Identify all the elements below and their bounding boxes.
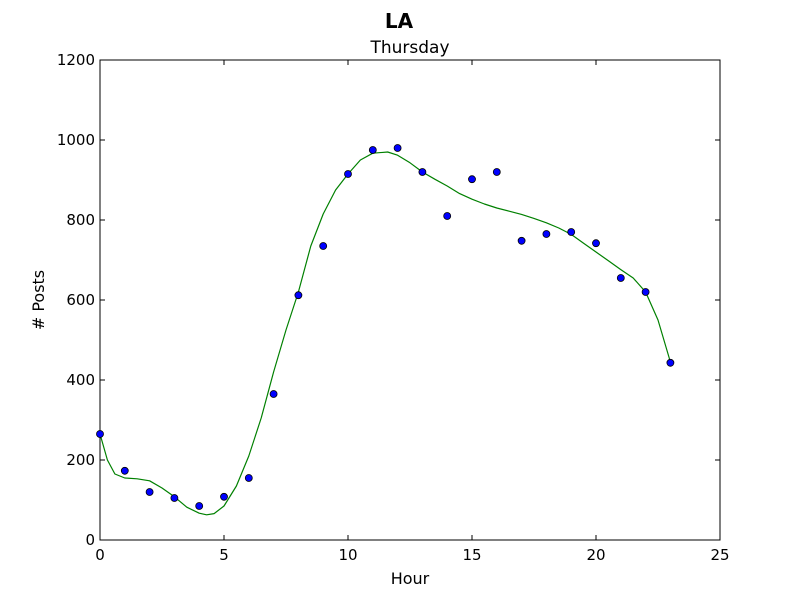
y-tick-label: 800: [66, 211, 95, 229]
plot-frame: [99, 59, 721, 541]
scatter-point: [616, 274, 625, 282]
scatter-point: [542, 230, 551, 238]
axis-ticks: 0 5 10 15 20 25 0 200 400 600 800 1000 1200: [57, 51, 730, 564]
scatter-point: [244, 474, 253, 482]
y-tick-label: 1200: [57, 51, 95, 69]
scatter-point: [269, 390, 278, 398]
scatter-point: [96, 430, 104, 438]
x-tick-label: 0: [95, 546, 105, 564]
scatter-point: [220, 492, 228, 501]
chart-title: Thursday: [369, 38, 449, 58]
scatter-point: [666, 358, 675, 367]
x-tick-label: 10: [338, 546, 357, 564]
scatter-point: [195, 502, 204, 510]
y-axis-label: # Posts: [29, 270, 48, 330]
x-tick-label: 15: [462, 546, 481, 564]
chart-suptitle: LA: [385, 9, 414, 33]
scatter-point: [443, 212, 452, 220]
scatter-point: [319, 242, 328, 250]
y-tick-label: 400: [66, 371, 95, 389]
scatter-point: [492, 168, 501, 176]
scatter-point: [170, 494, 179, 502]
scatter-point: [344, 170, 352, 178]
scatter-point: [468, 175, 476, 184]
y-tick-label: 600: [66, 291, 95, 309]
y-tick-label: 1000: [57, 131, 95, 149]
scatter-point: [294, 291, 303, 300]
scatter-point: [517, 236, 526, 245]
scatter-point: [418, 168, 427, 176]
scatter-point: [393, 144, 402, 152]
scatter-point: [567, 228, 576, 236]
scatter-point: [120, 466, 129, 475]
y-tick-label: 200: [66, 451, 95, 469]
x-tick-label: 25: [710, 546, 729, 564]
scatter-point: [145, 488, 154, 496]
scatter-point: [641, 288, 650, 296]
scatter-points-layer: [96, 144, 675, 510]
x-tick-label: 5: [219, 546, 229, 564]
y-tick-label: 0: [85, 531, 95, 549]
scatter-point: [592, 239, 600, 248]
scatter-point: [368, 146, 377, 154]
x-axis-label: Hour: [391, 569, 430, 588]
x-tick-label: 20: [586, 546, 605, 564]
